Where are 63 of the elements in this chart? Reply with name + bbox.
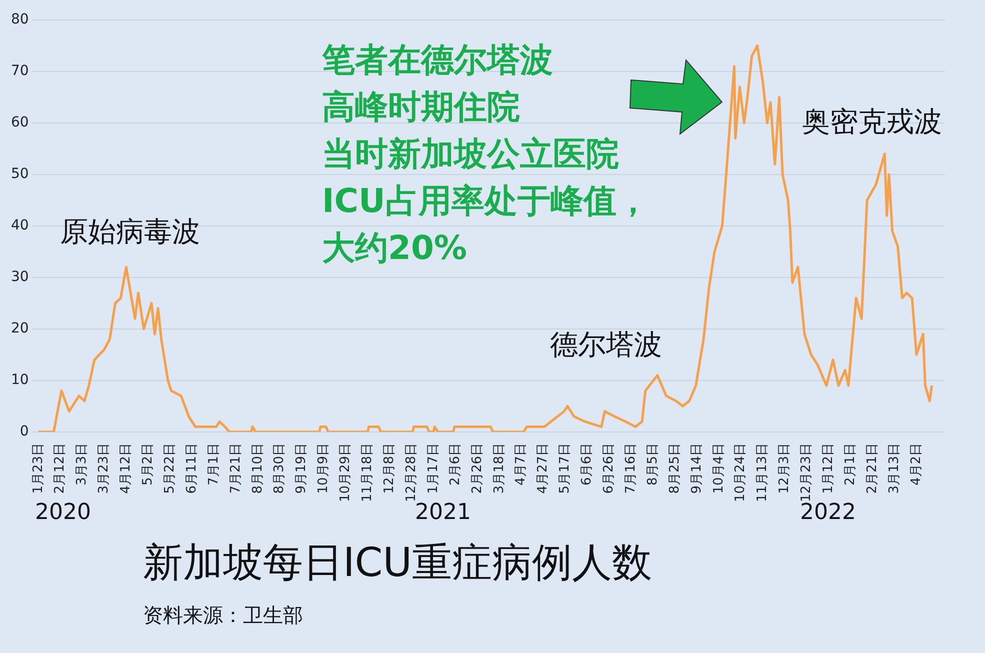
x-tick-label: 5月17日: [558, 442, 573, 494]
x-tick-label: 3月23日: [96, 442, 112, 494]
y-tick-label: 80: [10, 12, 29, 28]
x-tick-label: 2月6日: [448, 442, 463, 486]
x-tick-label: 3月3日: [74, 442, 90, 486]
x-tick-label: 12月3日: [777, 442, 792, 494]
y-tick-label: 60: [10, 114, 29, 131]
x-tick-label: 6月11日: [184, 442, 200, 494]
x-tick-label: 10月9日: [316, 442, 332, 494]
y-tick-label: 70: [10, 63, 29, 80]
x-tick-label: 10月29日: [338, 442, 354, 502]
annotation: ICU占用率处于峰值，: [322, 181, 650, 221]
x-tick-label: 12月28日: [404, 442, 419, 502]
x-tick-label: 8月30日: [272, 442, 288, 494]
x-tick-label: 3月18日: [492, 442, 507, 494]
text: 2021: [415, 500, 471, 526]
x-tick-label: 8月25日: [667, 442, 682, 494]
x-tick-label: 4月7日: [514, 442, 529, 486]
x-tick-label: 4月27日: [536, 442, 551, 494]
annotation: 当时新加坡公立医院: [322, 134, 619, 174]
x-tick-label: 6月6日: [580, 442, 595, 486]
text: 新加坡每日ICU重症病例人数: [143, 539, 652, 588]
x-tick-label: 2月1日: [842, 442, 858, 486]
x-tick-label: 8月5日: [645, 442, 660, 486]
x-tick-label: 2月26日: [470, 442, 485, 494]
x-tick-label: 2月21日: [864, 442, 880, 494]
annotation: 笔者在德尔塔波: [322, 40, 553, 80]
x-tick-label: 9月14日: [689, 442, 704, 494]
x-tick-label: 11月18日: [360, 442, 376, 502]
y-tick-label: 50: [10, 166, 29, 182]
text: 2020: [35, 500, 91, 526]
y-tick-label: 0: [20, 424, 29, 440]
x-tick-label: 7月21日: [228, 442, 244, 494]
y-tick-label: 40: [10, 218, 29, 234]
y-tick-label: 30: [10, 269, 29, 286]
x-tick-label: 9月19日: [294, 442, 310, 494]
x-tick-label: 5月22日: [162, 442, 178, 494]
x-tick-label: 11月13日: [755, 442, 770, 502]
x-tick-label: 12月8日: [382, 442, 397, 494]
x-tick-label: 3月13日: [886, 442, 902, 494]
x-tick-label: 1月12日: [821, 442, 836, 494]
annotation: 奥密克戎波: [802, 105, 942, 139]
x-tick-label: 4月2日: [908, 442, 924, 486]
x-tick-label: 12月23日: [799, 442, 814, 502]
x-tick-label: 1月23日: [30, 442, 46, 494]
x-tick-label: 7月1日: [206, 442, 222, 486]
annotation: 原始病毒波: [60, 215, 200, 249]
x-tick-label: 5月2日: [140, 442, 156, 486]
text: 2022: [800, 500, 856, 526]
x-tick-label: 6月26日: [602, 442, 617, 494]
annotation: 德尔塔波: [550, 328, 662, 362]
x-tick-label: 1月17日: [426, 442, 441, 494]
x-tick-label: 8月10日: [250, 442, 266, 494]
annotation: 大约20%: [322, 228, 467, 268]
x-tick-label: 10月24日: [733, 442, 748, 502]
y-tick-label: 10: [10, 372, 29, 388]
x-tick-label: 10月4日: [711, 442, 726, 494]
y-tick-label: 20: [10, 320, 29, 337]
annotation: 高峰时期住院: [322, 87, 520, 127]
x-tick-label: 7月16日: [623, 442, 638, 494]
x-tick-label: 4月12日: [118, 442, 134, 494]
text: 资料来源：卫生部: [143, 603, 303, 627]
x-tick-label: 2月12日: [52, 442, 68, 494]
